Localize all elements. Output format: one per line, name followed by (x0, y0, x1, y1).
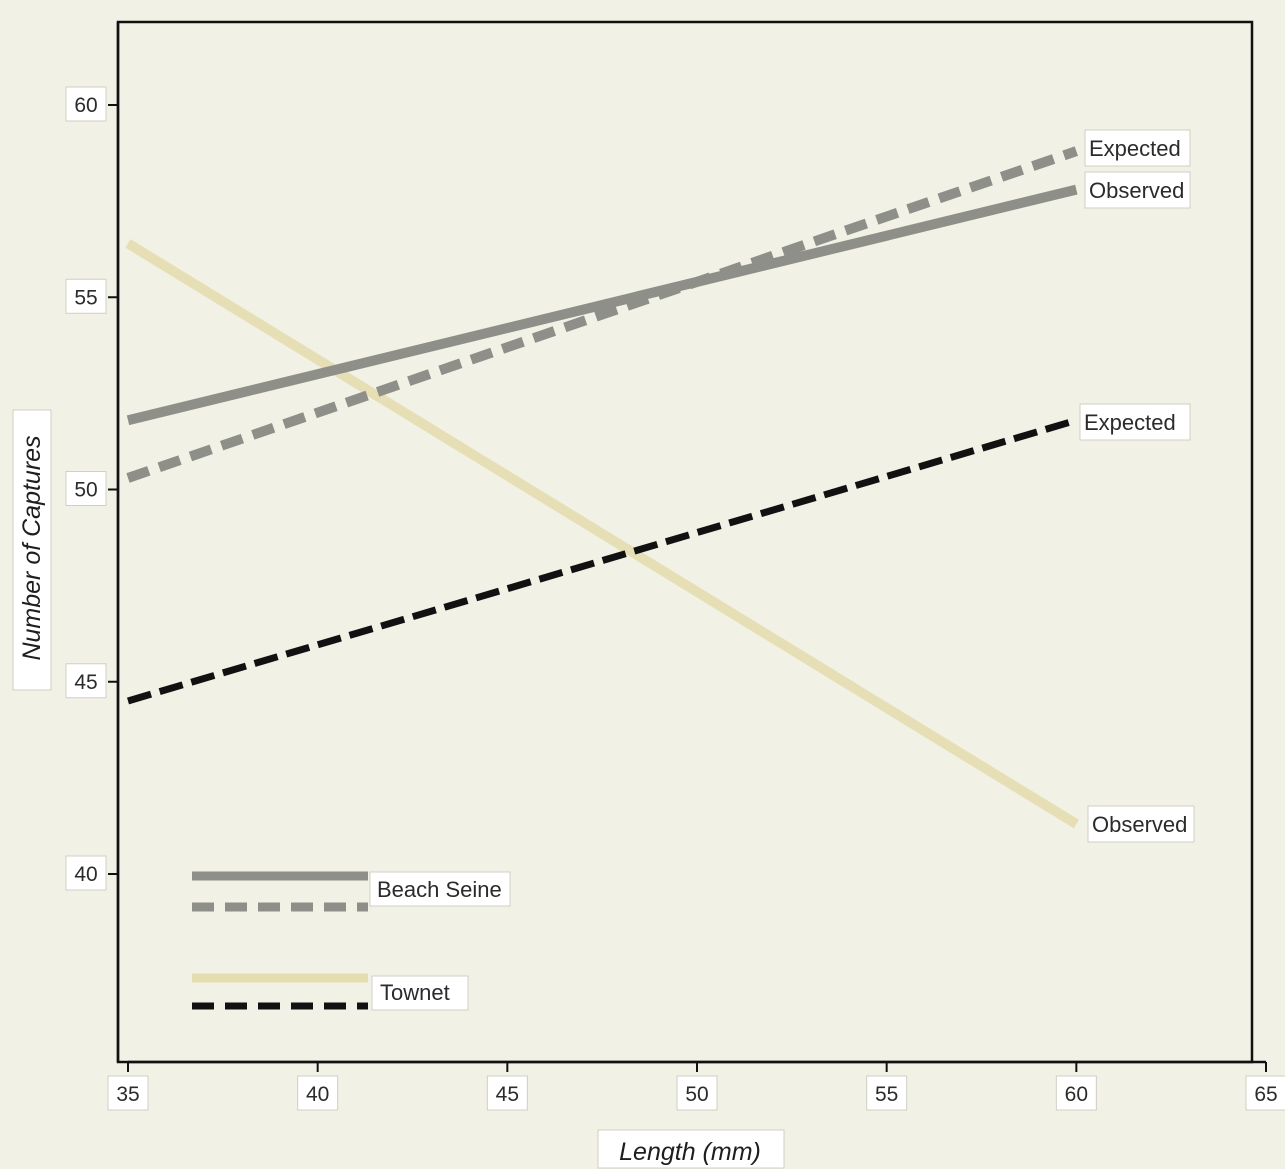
end-label-townet-observed: Observed (1092, 812, 1187, 837)
y-tick-box (65, 855, 107, 891)
y-tick-label: 45 (74, 671, 97, 694)
legend: Beach Seine Townet (192, 871, 511, 1011)
x-axis-title: Length (mm) (619, 1138, 761, 1166)
series-end-labels: Expected Observed Expected Observed (1079, 129, 1195, 843)
legend-townet-box (371, 975, 469, 1011)
y-tick-box (65, 86, 107, 122)
series-layer (125, 146, 1079, 829)
x-tick-box (676, 1075, 718, 1111)
legend-townet-label: Townet (380, 980, 450, 1005)
y-tick-label: 55 (74, 286, 97, 309)
end-label-box-townet-observed (1087, 805, 1195, 843)
y-tick-box (65, 663, 107, 699)
y-ticks: 40 45 50 55 60 (65, 86, 118, 891)
end-label-townet-expected: Expected (1084, 410, 1176, 435)
x-tick-label: 35 (116, 1083, 139, 1106)
x-tick-label: 40 (306, 1083, 329, 1106)
x-tick-label: 60 (1065, 1083, 1088, 1106)
x-tick-box (866, 1075, 908, 1111)
x-tick-box (1055, 1075, 1097, 1111)
end-label-box-beach-seine-observed (1084, 171, 1191, 209)
end-label-beach-seine-expected: Expected (1089, 136, 1181, 161)
x-tick-box (297, 1075, 339, 1111)
x-axis-title-box (597, 1129, 785, 1169)
series-line-beach-seine-expected (126, 146, 1078, 483)
series-line-beach-seine-observed (126, 184, 1078, 426)
legend-beach-seine-label: Beach Seine (377, 877, 502, 902)
end-label-beach-seine-observed: Observed (1089, 178, 1184, 203)
x-tick-label: 50 (685, 1083, 708, 1106)
x-tick-label: 55 (875, 1083, 898, 1106)
x-tick-box (1245, 1075, 1285, 1111)
x-ticks: 35 40 45 50 55 60 65 (107, 1062, 1285, 1111)
y-tick-label: 40 (74, 863, 97, 886)
y-axis-title-box (12, 409, 52, 691)
x-tick-box (107, 1075, 149, 1111)
series-line-townet-observed (125, 239, 1079, 829)
end-label-box-townet-expected (1079, 403, 1191, 441)
y-tick-box (65, 278, 107, 314)
x-tick-label: 45 (496, 1083, 519, 1106)
y-tick-label: 60 (74, 94, 97, 117)
x-tick-label: 65 (1254, 1083, 1277, 1106)
y-axis-title: Number of Captures (18, 435, 46, 660)
legend-beach-seine-box (369, 871, 511, 907)
y-tick-box (65, 471, 107, 506)
y-tick-label: 50 (74, 479, 97, 502)
series-line-townet-expected (127, 416, 1078, 705)
end-label-box-beach-seine-expected (1084, 129, 1191, 167)
x-tick-box (486, 1075, 528, 1111)
plot-frame (116, 20, 1254, 1064)
